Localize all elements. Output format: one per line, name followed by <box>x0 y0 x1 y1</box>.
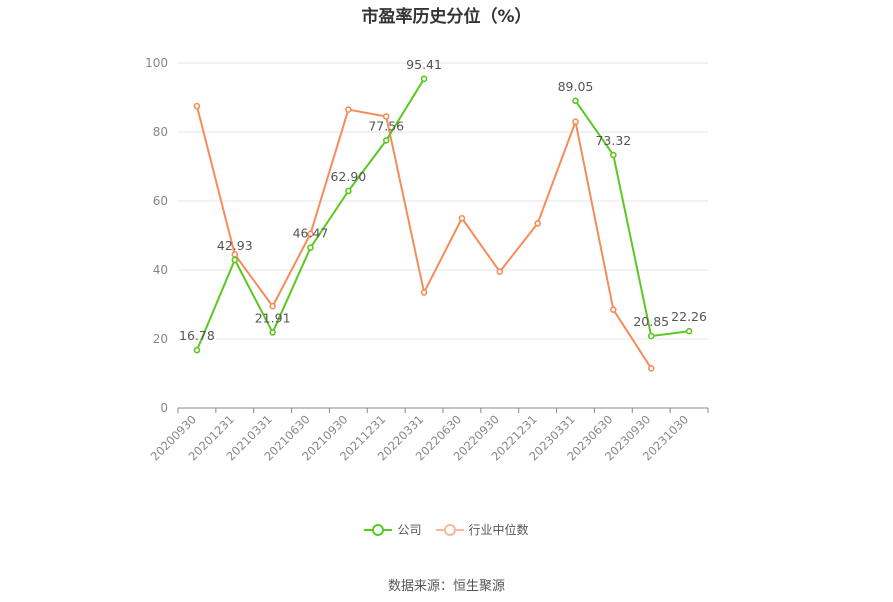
data-point-0 <box>572 97 579 105</box>
data-point-1 <box>458 214 466 222</box>
data-point-1 <box>647 365 655 372</box>
series-line-0 <box>574 100 690 338</box>
data-point-0 <box>193 346 201 354</box>
data-label: 46.47 <box>293 226 329 241</box>
y-tick-label: 0 <box>160 401 168 415</box>
data-label: 89.05 <box>558 79 594 94</box>
data-label: 16.78 <box>179 328 215 343</box>
data-label: 21.91 <box>255 310 291 325</box>
axes: 0204060801002020093020201231202103312021… <box>145 56 709 464</box>
data-source: 数据来源：恒生聚源 <box>387 579 505 594</box>
legend-item-industry[interactable]: 行业中位数 <box>435 521 529 538</box>
legend-item-company[interactable]: 公司 <box>364 521 422 538</box>
data-point-1 <box>269 302 276 310</box>
data-label: 95.41 <box>406 57 442 72</box>
data-point-0 <box>231 256 239 264</box>
legend-company-icon <box>364 523 393 536</box>
data-point-1 <box>572 118 579 125</box>
data-point-1 <box>193 102 201 110</box>
data-point-0 <box>420 75 428 83</box>
chart-title: 市盈率历史分位（%） <box>361 7 532 27</box>
data-point-1 <box>496 268 504 276</box>
legend-industry-label: 行业中位数 <box>468 523 529 537</box>
legend: 公司 行业中位数 <box>0 521 893 538</box>
data-point-0 <box>647 332 655 340</box>
legend-company-label: 公司 <box>397 523 422 537</box>
data-point-0 <box>307 244 314 251</box>
data-point-1 <box>610 306 617 313</box>
data-point-0 <box>269 329 276 336</box>
data-point-0 <box>610 151 617 159</box>
data-labels: 16.78 42.93 21.91 46.47 62.90 77.56 95.41 89.05… <box>179 57 707 343</box>
data-label: 42.93 <box>217 238 253 253</box>
y-tick-label: 60 <box>153 194 168 208</box>
data-label: 20.85 <box>633 314 669 329</box>
y-tick-label: 40 <box>153 263 168 277</box>
y-tick-label: 20 <box>153 332 168 346</box>
data-point-1 <box>345 106 352 113</box>
data-point-0 <box>345 187 352 195</box>
data-point-1 <box>420 289 428 296</box>
data-label: 77.56 <box>368 118 404 133</box>
legend-industry-icon <box>435 523 464 536</box>
data-label: 73.32 <box>595 133 631 148</box>
y-tick-label: 100 <box>145 56 168 70</box>
grid-lines <box>178 62 708 340</box>
data-label: 62.90 <box>330 169 366 184</box>
series-line-1 <box>195 105 653 369</box>
y-tick-label: 80 <box>153 125 168 139</box>
data-point-0 <box>382 137 390 144</box>
data-label: 22.26 <box>671 309 707 324</box>
data-point-1 <box>307 230 314 238</box>
series-lines <box>193 75 693 372</box>
data-point-0 <box>685 327 693 335</box>
data-point-1 <box>534 220 541 227</box>
data-point-1 <box>382 113 390 120</box>
